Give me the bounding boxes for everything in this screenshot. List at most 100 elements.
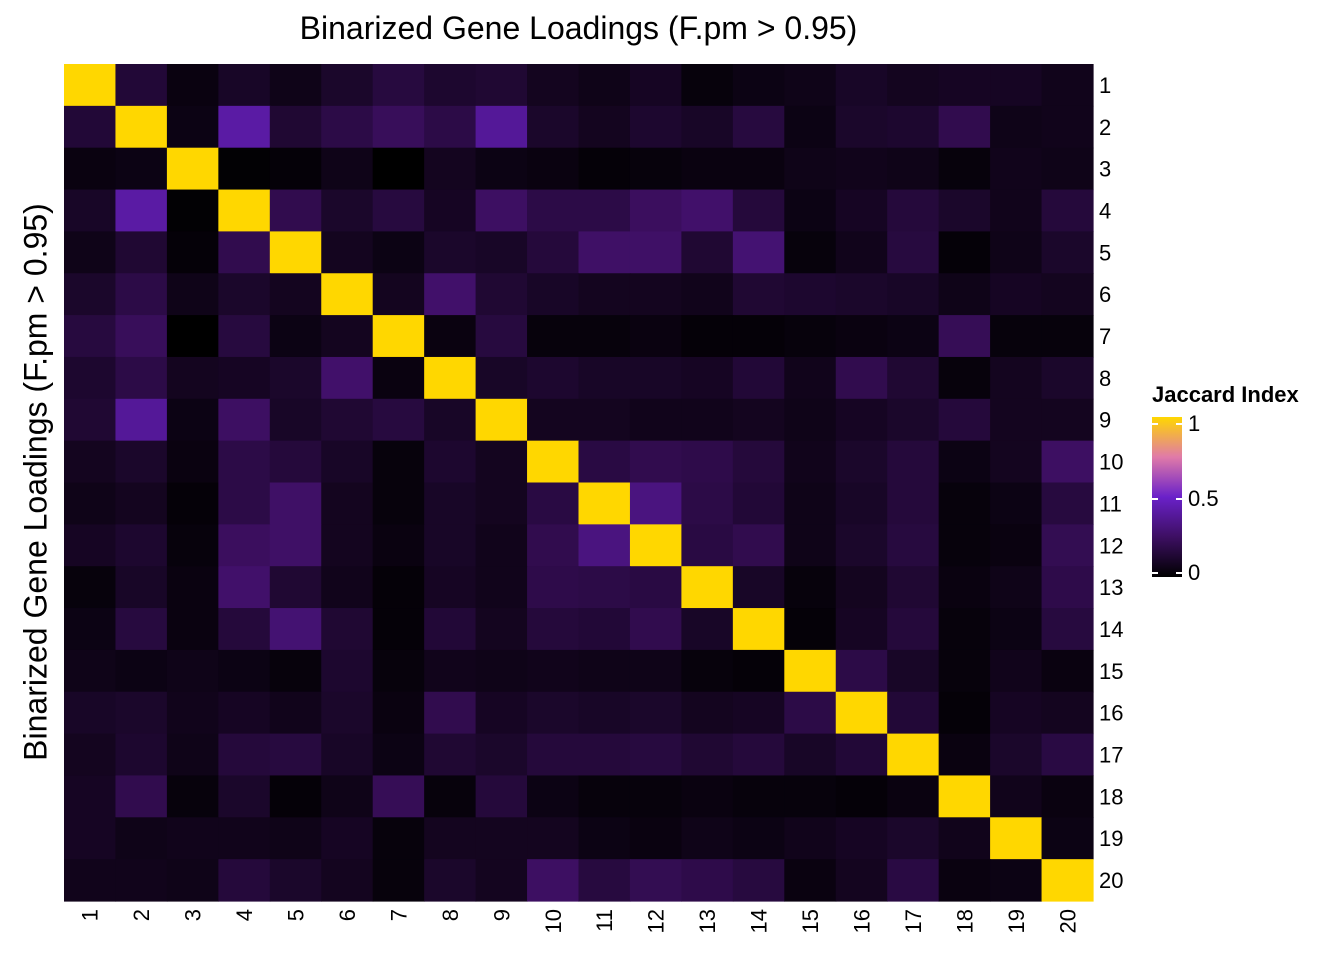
heatmap-cell-r17-c3 bbox=[166, 733, 219, 777]
heatmap-cell-r12-c7 bbox=[372, 524, 425, 567]
heatmap-cell-r13-c19 bbox=[990, 566, 1043, 609]
heatmap-cell-r8-c1 bbox=[64, 356, 117, 400]
heatmap-cell-r6-c18 bbox=[938, 273, 991, 316]
heatmap-cell-r6-c8 bbox=[424, 273, 477, 316]
x-tick-label-11: 11 bbox=[592, 909, 617, 932]
heatmap-cell-r17-c13 bbox=[681, 733, 734, 777]
heatmap-cell-r1-c15 bbox=[784, 64, 837, 107]
heatmap-cell-r11-c3 bbox=[166, 482, 219, 525]
heatmap-cell-r2-c10 bbox=[527, 105, 580, 149]
heatmap-cell-r12-c8 bbox=[424, 524, 477, 567]
heatmap-cell-r2-c2 bbox=[115, 105, 168, 149]
heatmap-cell-r16-c17 bbox=[887, 691, 940, 735]
heatmap-cell-r4-c19 bbox=[990, 189, 1043, 232]
heatmap-cell-r5-c19 bbox=[990, 231, 1043, 274]
heatmap-cell-r6-c9 bbox=[475, 273, 528, 316]
heatmap-cell-r9-c18 bbox=[938, 398, 991, 442]
heatmap-cell-r3-c17 bbox=[887, 147, 940, 191]
heatmap-cell-r8-c16 bbox=[835, 356, 888, 400]
heatmap-cell-r19-c1 bbox=[64, 817, 117, 860]
heatmap-cell-r9-c6 bbox=[321, 398, 374, 442]
heatmap-cell-r1-c10 bbox=[527, 64, 580, 107]
heatmap-cell-r2-c13 bbox=[681, 105, 734, 149]
heatmap-cell-r7-c12 bbox=[629, 315, 682, 358]
x-tick-label-20: 20 bbox=[1055, 909, 1080, 933]
heatmap-cell-r6-c14 bbox=[732, 273, 785, 316]
heatmap-cell-r12-c12 bbox=[629, 524, 682, 567]
heatmap-cell-r7-c19 bbox=[990, 315, 1043, 358]
heatmap-cell-r5-c5 bbox=[269, 231, 322, 274]
heatmap-cell-r20-c8 bbox=[424, 859, 477, 902]
heatmap-cell-r15-c7 bbox=[372, 649, 425, 693]
heatmap-cell-r4-c1 bbox=[64, 189, 117, 232]
x-tick-label-5: 5 bbox=[284, 909, 309, 921]
heatmap-cell-r12-c20 bbox=[1041, 524, 1094, 567]
heatmap-cell-r12-c16 bbox=[835, 524, 888, 567]
heatmap-cell-r6-c4 bbox=[218, 273, 271, 316]
heatmap-cell-r7-c8 bbox=[424, 315, 477, 358]
heatmap-cell-r2-c9 bbox=[475, 105, 528, 149]
heatmap-cell-r2-c4 bbox=[218, 105, 271, 149]
heatmap-cell-r12-c17 bbox=[887, 524, 940, 567]
heatmap-cell-r18-c14 bbox=[732, 775, 785, 818]
heatmap-cell-r1-c16 bbox=[835, 64, 888, 107]
heatmap-cell-r10-c20 bbox=[1041, 440, 1094, 484]
heatmap-cell-r10-c9 bbox=[475, 440, 528, 484]
heatmap-cell-r14-c6 bbox=[321, 608, 374, 651]
heatmap-cell-r6-c3 bbox=[166, 273, 219, 316]
heatmap-cell-r13-c14 bbox=[732, 566, 785, 609]
heatmap-cell-r15-c19 bbox=[990, 649, 1043, 693]
heatmap-cell-r15-c14 bbox=[732, 649, 785, 693]
heatmap-cell-r13-c20 bbox=[1041, 566, 1094, 609]
heatmap-cell-r10-c3 bbox=[166, 440, 219, 484]
heatmap-cell-r3-c2 bbox=[115, 147, 168, 191]
heatmap-cell-r2-c17 bbox=[887, 105, 940, 149]
heatmap-cell-r17-c6 bbox=[321, 733, 374, 777]
heatmap-cell-r16-c20 bbox=[1041, 691, 1094, 735]
heatmap-cell-r8-c14 bbox=[732, 356, 785, 400]
heatmap-cell-r5-c12 bbox=[629, 231, 682, 274]
heatmap-cell-r14-c15 bbox=[784, 608, 837, 651]
heatmap-cell-r1-c14 bbox=[732, 64, 785, 107]
heatmap-cell-r4-c11 bbox=[578, 189, 631, 232]
heatmap-cell-r5-c8 bbox=[424, 231, 477, 274]
heatmap-cell-r13-c2 bbox=[115, 566, 168, 609]
heatmap-cell-r15-c6 bbox=[321, 649, 374, 693]
heatmap-cell-r8-c3 bbox=[166, 356, 219, 400]
heatmap-cell-r14-c13 bbox=[681, 608, 734, 651]
heatmap-cell-r4-c18 bbox=[938, 189, 991, 232]
heatmap-cell-r4-c5 bbox=[269, 189, 322, 232]
heatmap-cell-r10-c7 bbox=[372, 440, 425, 484]
heatmap-cell-r1-c11 bbox=[578, 64, 631, 107]
heatmap-cell-r12-c13 bbox=[681, 524, 734, 567]
heatmap-cell-r8-c7 bbox=[372, 356, 425, 400]
heatmap-cell-r10-c10 bbox=[527, 440, 580, 484]
heatmap-cell-r10-c2 bbox=[115, 440, 168, 484]
heatmap-cell-r2-c5 bbox=[269, 105, 322, 149]
heatmap-cell-r19-c17 bbox=[887, 817, 940, 860]
heatmap-cell-r5-c16 bbox=[835, 231, 888, 274]
x-tick-label-1: 1 bbox=[78, 909, 103, 921]
heatmap-cell-r12-c14 bbox=[732, 524, 785, 567]
heatmap-cell-r8-c17 bbox=[887, 356, 940, 400]
heatmap-cell-r3-c8 bbox=[424, 147, 477, 191]
heatmap-cell-r14-c18 bbox=[938, 608, 991, 651]
heatmap-cell-r16-c14 bbox=[732, 691, 785, 735]
heatmap-cell-r5-c4 bbox=[218, 231, 271, 274]
legend-label-0-5: 0.5 bbox=[1188, 486, 1219, 511]
heatmap-cell-r10-c13 bbox=[681, 440, 734, 484]
heatmap-cell-r2-c11 bbox=[578, 105, 631, 149]
heatmap-cell-r2-c1 bbox=[64, 105, 117, 149]
heatmap-cell-r18-c11 bbox=[578, 775, 631, 818]
x-tick-label-3: 3 bbox=[181, 909, 206, 921]
y-tick-label-11: 11 bbox=[1099, 491, 1122, 516]
heatmap-cell-r10-c16 bbox=[835, 440, 888, 484]
heatmap-cell-r17-c12 bbox=[629, 733, 682, 777]
heatmap-cell-r17-c8 bbox=[424, 733, 477, 777]
heatmap-cell-r3-c14 bbox=[732, 147, 785, 191]
heatmap-cell-r13-c15 bbox=[784, 566, 837, 609]
heatmap-cell-r7-c17 bbox=[887, 315, 940, 358]
heatmap-cell-r15-c1 bbox=[64, 649, 117, 693]
heatmap-cell-r19-c2 bbox=[115, 817, 168, 860]
heatmap-cell-r18-c12 bbox=[629, 775, 682, 818]
